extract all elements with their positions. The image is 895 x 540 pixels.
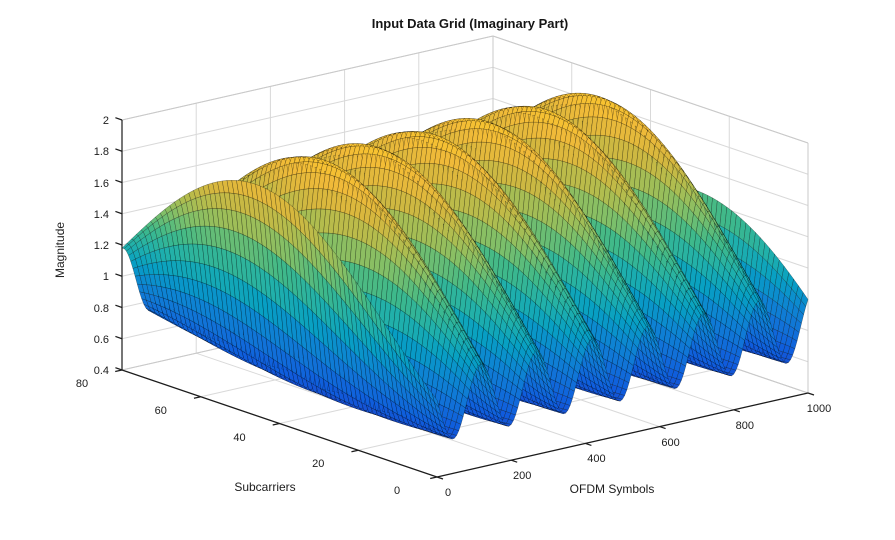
z-tick-label: 1.6 <box>93 177 109 190</box>
z-axis-label: Magnitude <box>53 221 67 279</box>
x-tick-label: 400 <box>587 453 606 466</box>
z-tick-label: 1.4 <box>93 208 109 221</box>
x-axis-label: OFDM Symbols <box>569 482 655 496</box>
x-tick-label: 600 <box>661 436 680 449</box>
x-tick-label: 1000 <box>806 403 832 415</box>
z-tick-label: 1.8 <box>93 146 109 159</box>
y-tick-label: 80 <box>75 378 89 390</box>
y-tick-label: 60 <box>154 404 167 417</box>
z-tick-label: 1.2 <box>93 240 109 252</box>
z-tick-label: 0.8 <box>93 302 109 315</box>
x-tick-label: 800 <box>735 419 754 432</box>
x-tick-label: 0 <box>444 487 452 499</box>
z-tick-label: 2 <box>102 115 109 127</box>
z-tick-label: 0.4 <box>93 365 109 377</box>
y-tick-label: 0 <box>393 485 401 497</box>
z-tick-label: 1 <box>102 271 109 284</box>
y-tick-label: 40 <box>233 431 246 444</box>
y-axis-label: Subcarriers <box>234 480 296 494</box>
x-tick-label: 200 <box>513 470 532 483</box>
z-tick-label: 0.6 <box>93 333 109 346</box>
chart-title: Input Data Grid (Imaginary Part) <box>371 16 569 31</box>
y-tick-label: 20 <box>312 458 325 471</box>
